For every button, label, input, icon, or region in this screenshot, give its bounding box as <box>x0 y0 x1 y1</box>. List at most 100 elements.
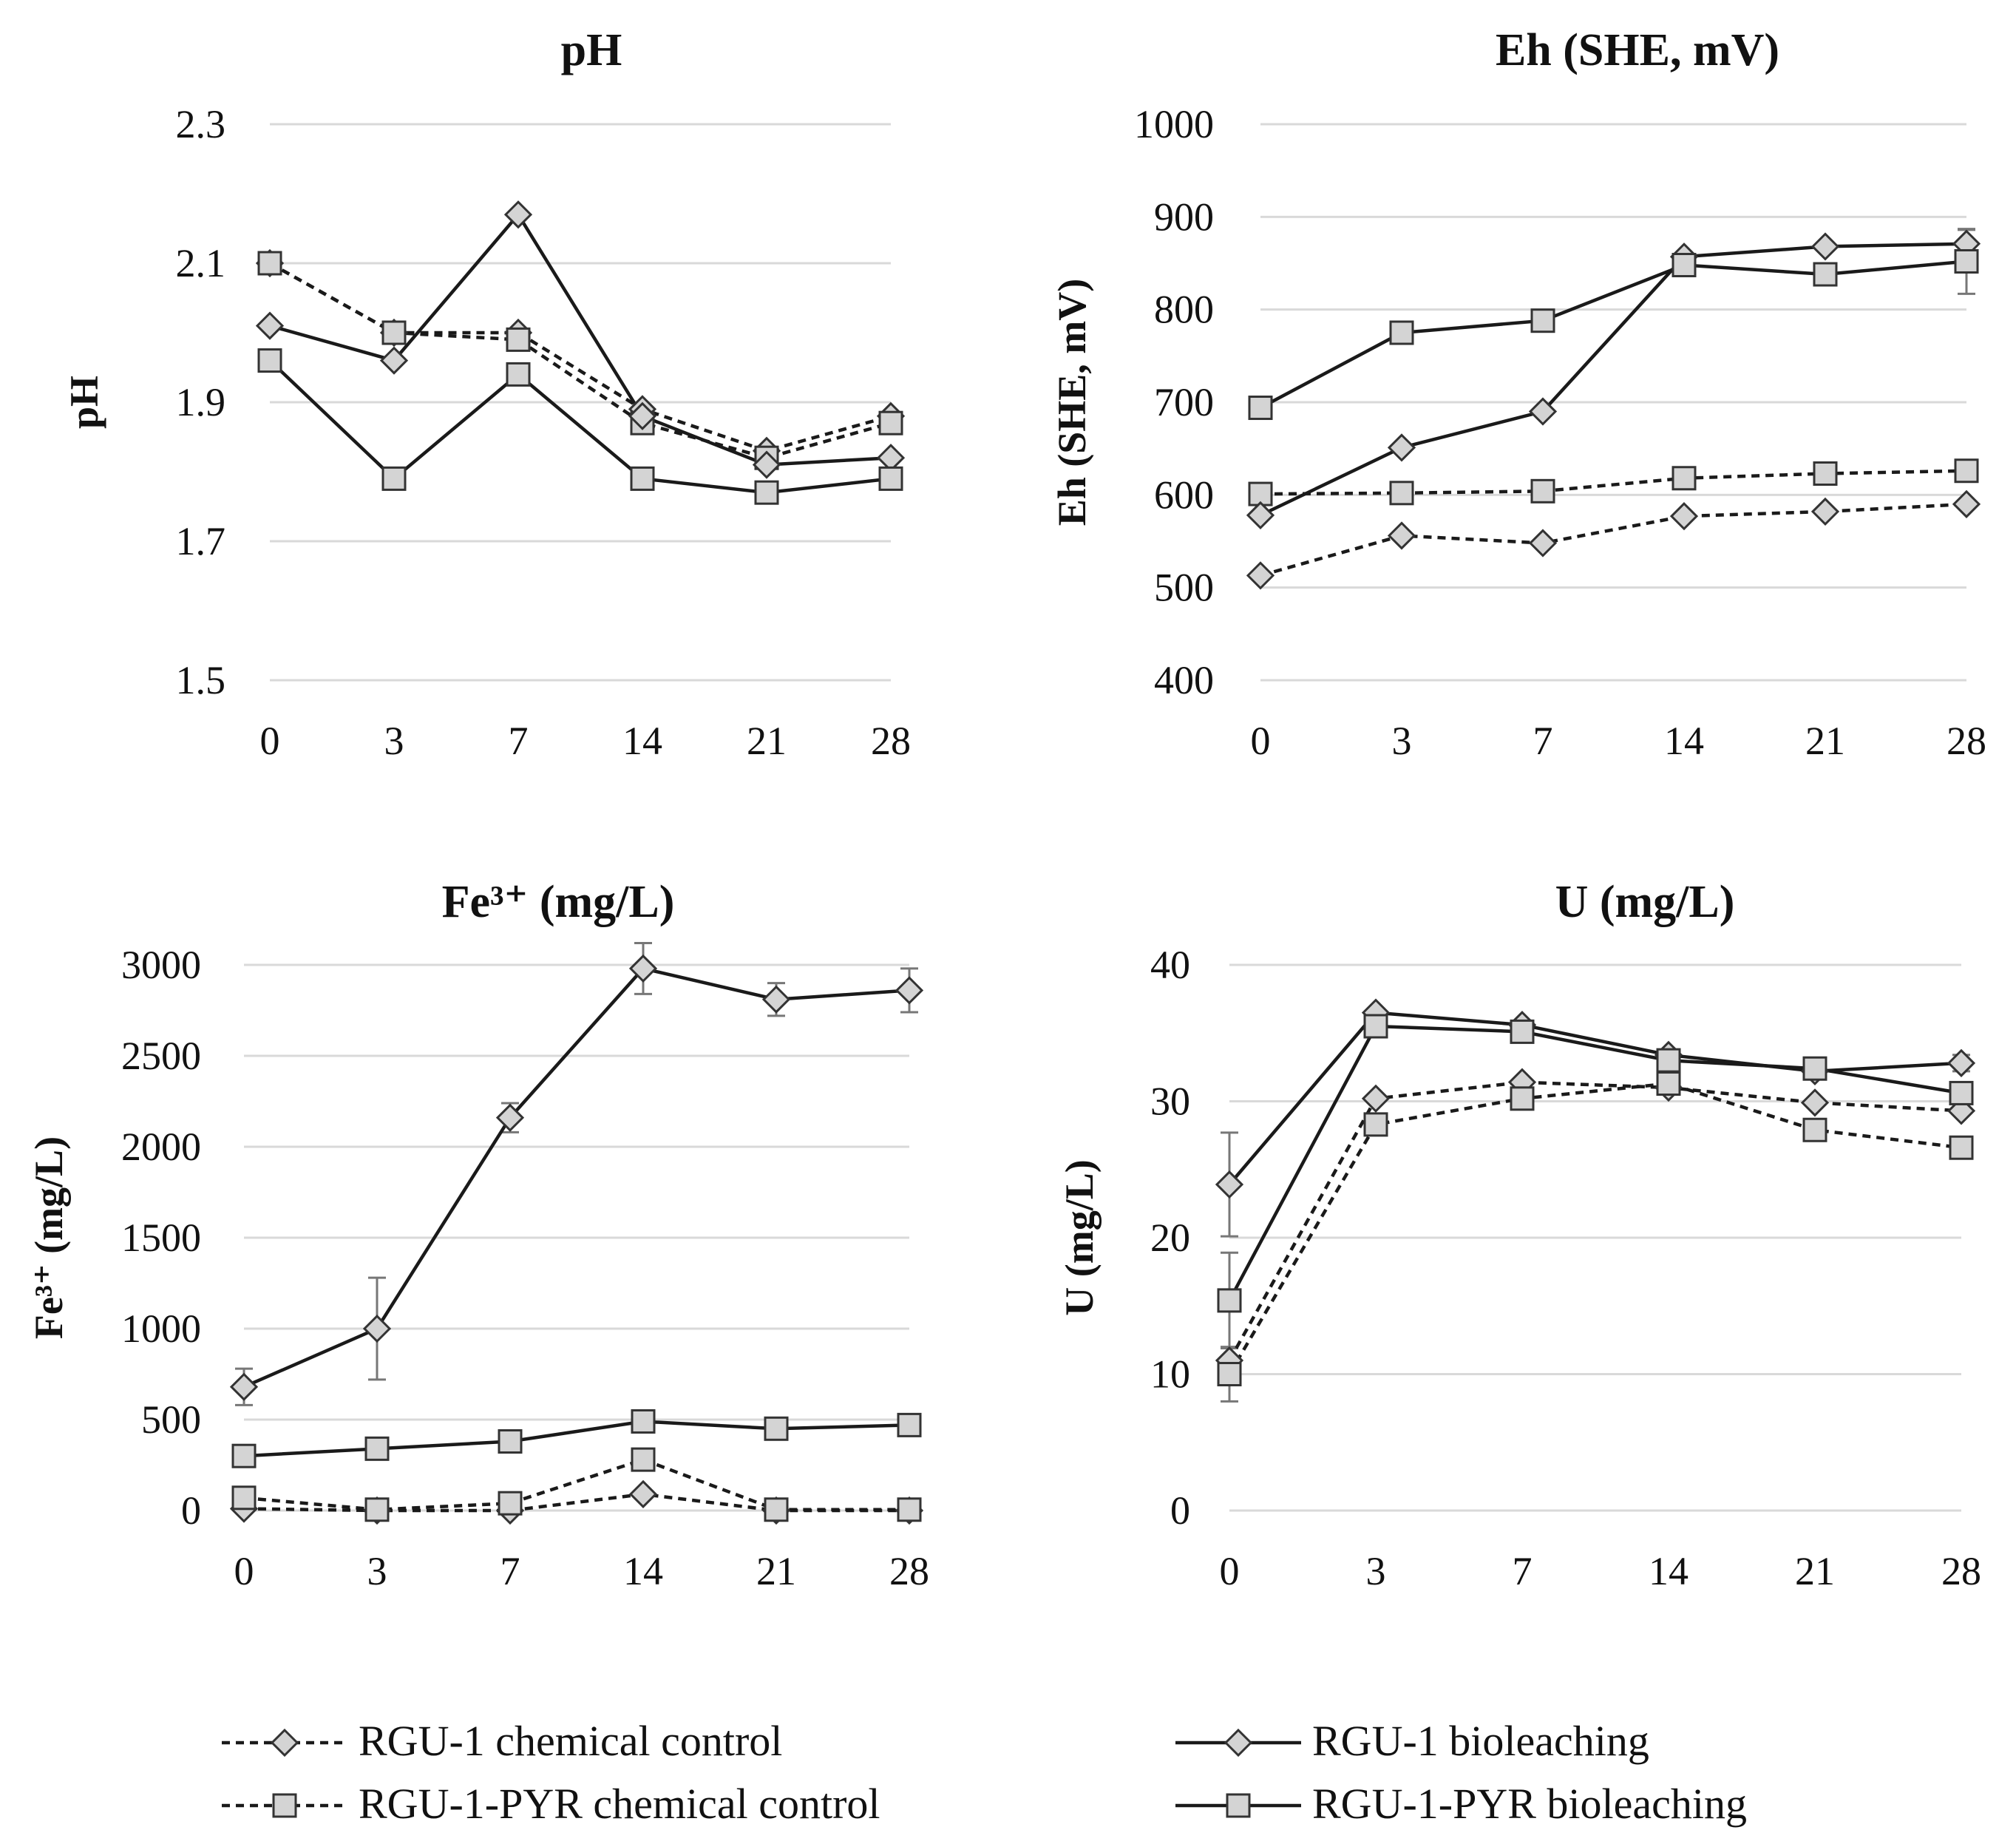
y-tick-label-ph: 2.3 <box>176 102 226 146</box>
legend-marker-rgu1-pyr-chemical-control <box>272 1793 297 1818</box>
chart-fe3: Fe³⁺ (mg/L) Fe³⁺ (mg/L) 0 500 1000 1500 2000 25… <box>27 877 929 1593</box>
series-line-fe3-rgu1-pyr-bioleaching <box>243 1420 910 1458</box>
data-point-eh-rgu1-chemical-control <box>1810 497 1840 526</box>
y-tick-label-fe3: 1500 <box>121 1216 201 1260</box>
x-tick-label-u: 14 <box>1649 1549 1689 1593</box>
data-point-fe3-rgu1-pyr-chemical-control <box>764 1497 789 1522</box>
legend-item-rgu1-pyr-bioleaching: RGU-1-PYR bioleaching <box>1175 1780 1747 1828</box>
y-tick-label-fe3: 2000 <box>121 1125 201 1169</box>
data-point-u-rgu1-pyr-chemical-control <box>1363 1112 1388 1137</box>
legend-marker-rgu1-pyr-bioleaching <box>1226 1793 1251 1818</box>
data-point-eh-rgu1-bioleaching <box>1810 232 1840 261</box>
data-point-eh-rgu1-bioleaching <box>1387 433 1416 462</box>
y-tick-label-fe3: 0 <box>181 1488 201 1533</box>
y-axis-label-u: U (mg/L) <box>1057 1159 1102 1315</box>
series-line-ph-rgu1-pyr-chemical-control <box>268 262 892 460</box>
data-point-u-rgu1-pyr-chemical-control <box>1949 1135 1974 1160</box>
y-tick-label-fe3: 1000 <box>121 1306 201 1351</box>
series-line-u-rgu1-pyr-bioleaching <box>1228 1024 1962 1301</box>
x-tick-label-u: 0 <box>1220 1549 1240 1593</box>
chart-title-ph: pH <box>561 25 622 75</box>
x-tick-label-eh: 0 <box>1251 719 1271 763</box>
legend-label-rgu1-bioleaching: RGU-1 bioleaching <box>1312 1717 1649 1765</box>
data-point-eh-rgu1-pyr-chemical-control <box>1954 458 1979 484</box>
data-point-fe3-rgu1-pyr-chemical-control <box>631 1447 656 1472</box>
data-point-eh-rgu1-chemical-control <box>1246 561 1275 590</box>
data-point-u-rgu1-bioleaching <box>1215 1170 1244 1199</box>
data-point-eh-rgu1-pyr-chemical-control <box>1671 466 1697 491</box>
x-tick-label-fe3: 21 <box>756 1549 796 1593</box>
data-point-ph-rgu1-pyr-chemical-control <box>878 410 903 435</box>
data-point-u-rgu1-pyr-chemical-control <box>1510 1086 1535 1111</box>
data-point-eh-rgu1-chemical-control <box>1528 529 1558 557</box>
y-tick-label-eh: 900 <box>1154 194 1214 239</box>
data-point-eh-rgu1-pyr-bioleaching <box>1389 320 1414 345</box>
data-point-fe3-rgu1-pyr-bioleaching <box>631 1409 656 1434</box>
chart-ph: pH pH 1.5 1.7 1.9 2.1 2.3 0 3 7 14 21 28 <box>62 25 911 763</box>
x-tick-label-eh: 14 <box>1664 719 1704 763</box>
data-point-ph-rgu1-pyr-bioleaching <box>506 362 531 387</box>
legend-label-rgu1-pyr-bioleaching: RGU-1-PYR bioleaching <box>1312 1780 1747 1828</box>
legend-item-rgu1-chemical-control: RGU-1 chemical control <box>222 1717 782 1765</box>
chart-u: U (mg/L) U (mg/L) 0 10 20 30 40 0 3 7 14 21 28 <box>1057 877 1981 1593</box>
data-point-u-rgu1-pyr-chemical-control <box>1656 1071 1681 1096</box>
x-tick-label-eh: 28 <box>1947 719 1986 763</box>
data-point-ph-rgu1-pyr-bioleaching <box>381 466 407 491</box>
series-line-u-rgu1-pyr-chemical-control <box>1228 1082 1962 1375</box>
x-tick-label-fe3: 7 <box>500 1549 520 1593</box>
data-point-ph-rgu1-bioleaching <box>503 200 533 229</box>
x-tick-label-u: 28 <box>1941 1549 1981 1593</box>
data-point-ph-rgu1-bioleaching <box>379 346 409 375</box>
y-tick-label-eh: 700 <box>1154 380 1214 424</box>
series-line-u-rgu1-bioleaching <box>1228 1011 1962 1186</box>
y-tick-label-eh: 1000 <box>1134 102 1214 146</box>
x-tick-label-ph: 21 <box>747 719 787 763</box>
data-point-u-rgu1-pyr-bioleaching <box>1802 1056 1827 1081</box>
x-tick-label-fe3: 3 <box>367 1549 387 1593</box>
data-point-u-rgu1-chemical-control <box>1361 1084 1391 1113</box>
series-line-ph-rgu1-bioleaching <box>269 211 892 467</box>
data-point-ph-rgu1-bioleaching <box>255 311 285 340</box>
x-tick-label-ph: 14 <box>622 719 662 763</box>
data-point-fe3-rgu1-bioleaching <box>229 1372 259 1401</box>
chart-title-u: U (mg/L) <box>1555 877 1735 927</box>
data-point-u-rgu1-pyr-bioleaching <box>1510 1019 1535 1044</box>
y-tick-label-eh: 600 <box>1154 472 1214 517</box>
chart-title-fe3: Fe³⁺ (mg/L) <box>442 877 675 927</box>
data-point-fe3-rgu1-pyr-bioleaching <box>498 1429 523 1454</box>
series-line-eh-rgu1-pyr-bioleaching <box>1259 260 1967 410</box>
x-tick-label-ph: 3 <box>384 719 404 763</box>
x-tick-label-eh: 3 <box>1392 719 1412 763</box>
x-tick-label-u: 3 <box>1366 1549 1386 1593</box>
data-point-ph-rgu1-bioleaching <box>628 401 657 430</box>
data-point-eh-rgu1-pyr-bioleaching <box>1813 262 1838 287</box>
series-line-u-rgu1-chemical-control <box>1228 1080 1962 1362</box>
legend-label-rgu1-pyr-chemical-control: RGU-1-PYR chemical control <box>359 1780 880 1828</box>
data-point-eh-rgu1-bioleaching <box>1528 397 1558 426</box>
data-point-u-rgu1-chemical-control <box>1800 1088 1830 1117</box>
data-point-ph-rgu1-pyr-chemical-control <box>506 327 531 352</box>
data-point-fe3-rgu1-pyr-chemical-control <box>231 1485 257 1511</box>
y-tick-label-eh: 400 <box>1154 658 1214 702</box>
x-tick-label-fe3: 28 <box>889 1549 929 1593</box>
data-point-fe3-rgu1-bioleaching <box>895 976 924 1005</box>
data-point-eh-rgu1-bioleaching <box>1246 501 1275 530</box>
data-point-u-rgu1-pyr-bioleaching <box>1656 1048 1681 1073</box>
series-line-fe3-rgu1-pyr-chemical-control <box>243 1457 909 1512</box>
x-tick-label-eh: 7 <box>1533 719 1553 763</box>
data-point-ph-rgu1-pyr-chemical-control <box>381 320 407 345</box>
data-point-eh-rgu1-chemical-control <box>1669 502 1699 531</box>
data-point-eh-rgu1-pyr-bioleaching <box>1248 396 1273 421</box>
y-tick-label-u: 30 <box>1150 1079 1190 1124</box>
data-point-u-rgu1-pyr-chemical-control <box>1802 1117 1827 1142</box>
data-point-ph-rgu1-pyr-bioleaching <box>754 480 779 505</box>
legend-item-rgu1-bioleaching: RGU-1 bioleaching <box>1175 1717 1649 1765</box>
y-tick-label-eh: 800 <box>1154 288 1214 332</box>
x-tick-label-ph: 7 <box>509 719 529 763</box>
legend-label-rgu1-chemical-control: RGU-1 chemical control <box>359 1717 782 1765</box>
data-point-eh-rgu1-pyr-bioleaching <box>1954 248 1979 274</box>
chart-eh: Eh (SHE, mV) Eh (SHE, mV) 400 500 600 700 800 9… <box>1050 25 1986 763</box>
data-point-eh-rgu1-chemical-control <box>1952 489 1981 518</box>
data-point-u-rgu1-bioleaching <box>1947 1048 1976 1077</box>
data-point-u-rgu1-pyr-bioleaching <box>1217 1288 1242 1313</box>
